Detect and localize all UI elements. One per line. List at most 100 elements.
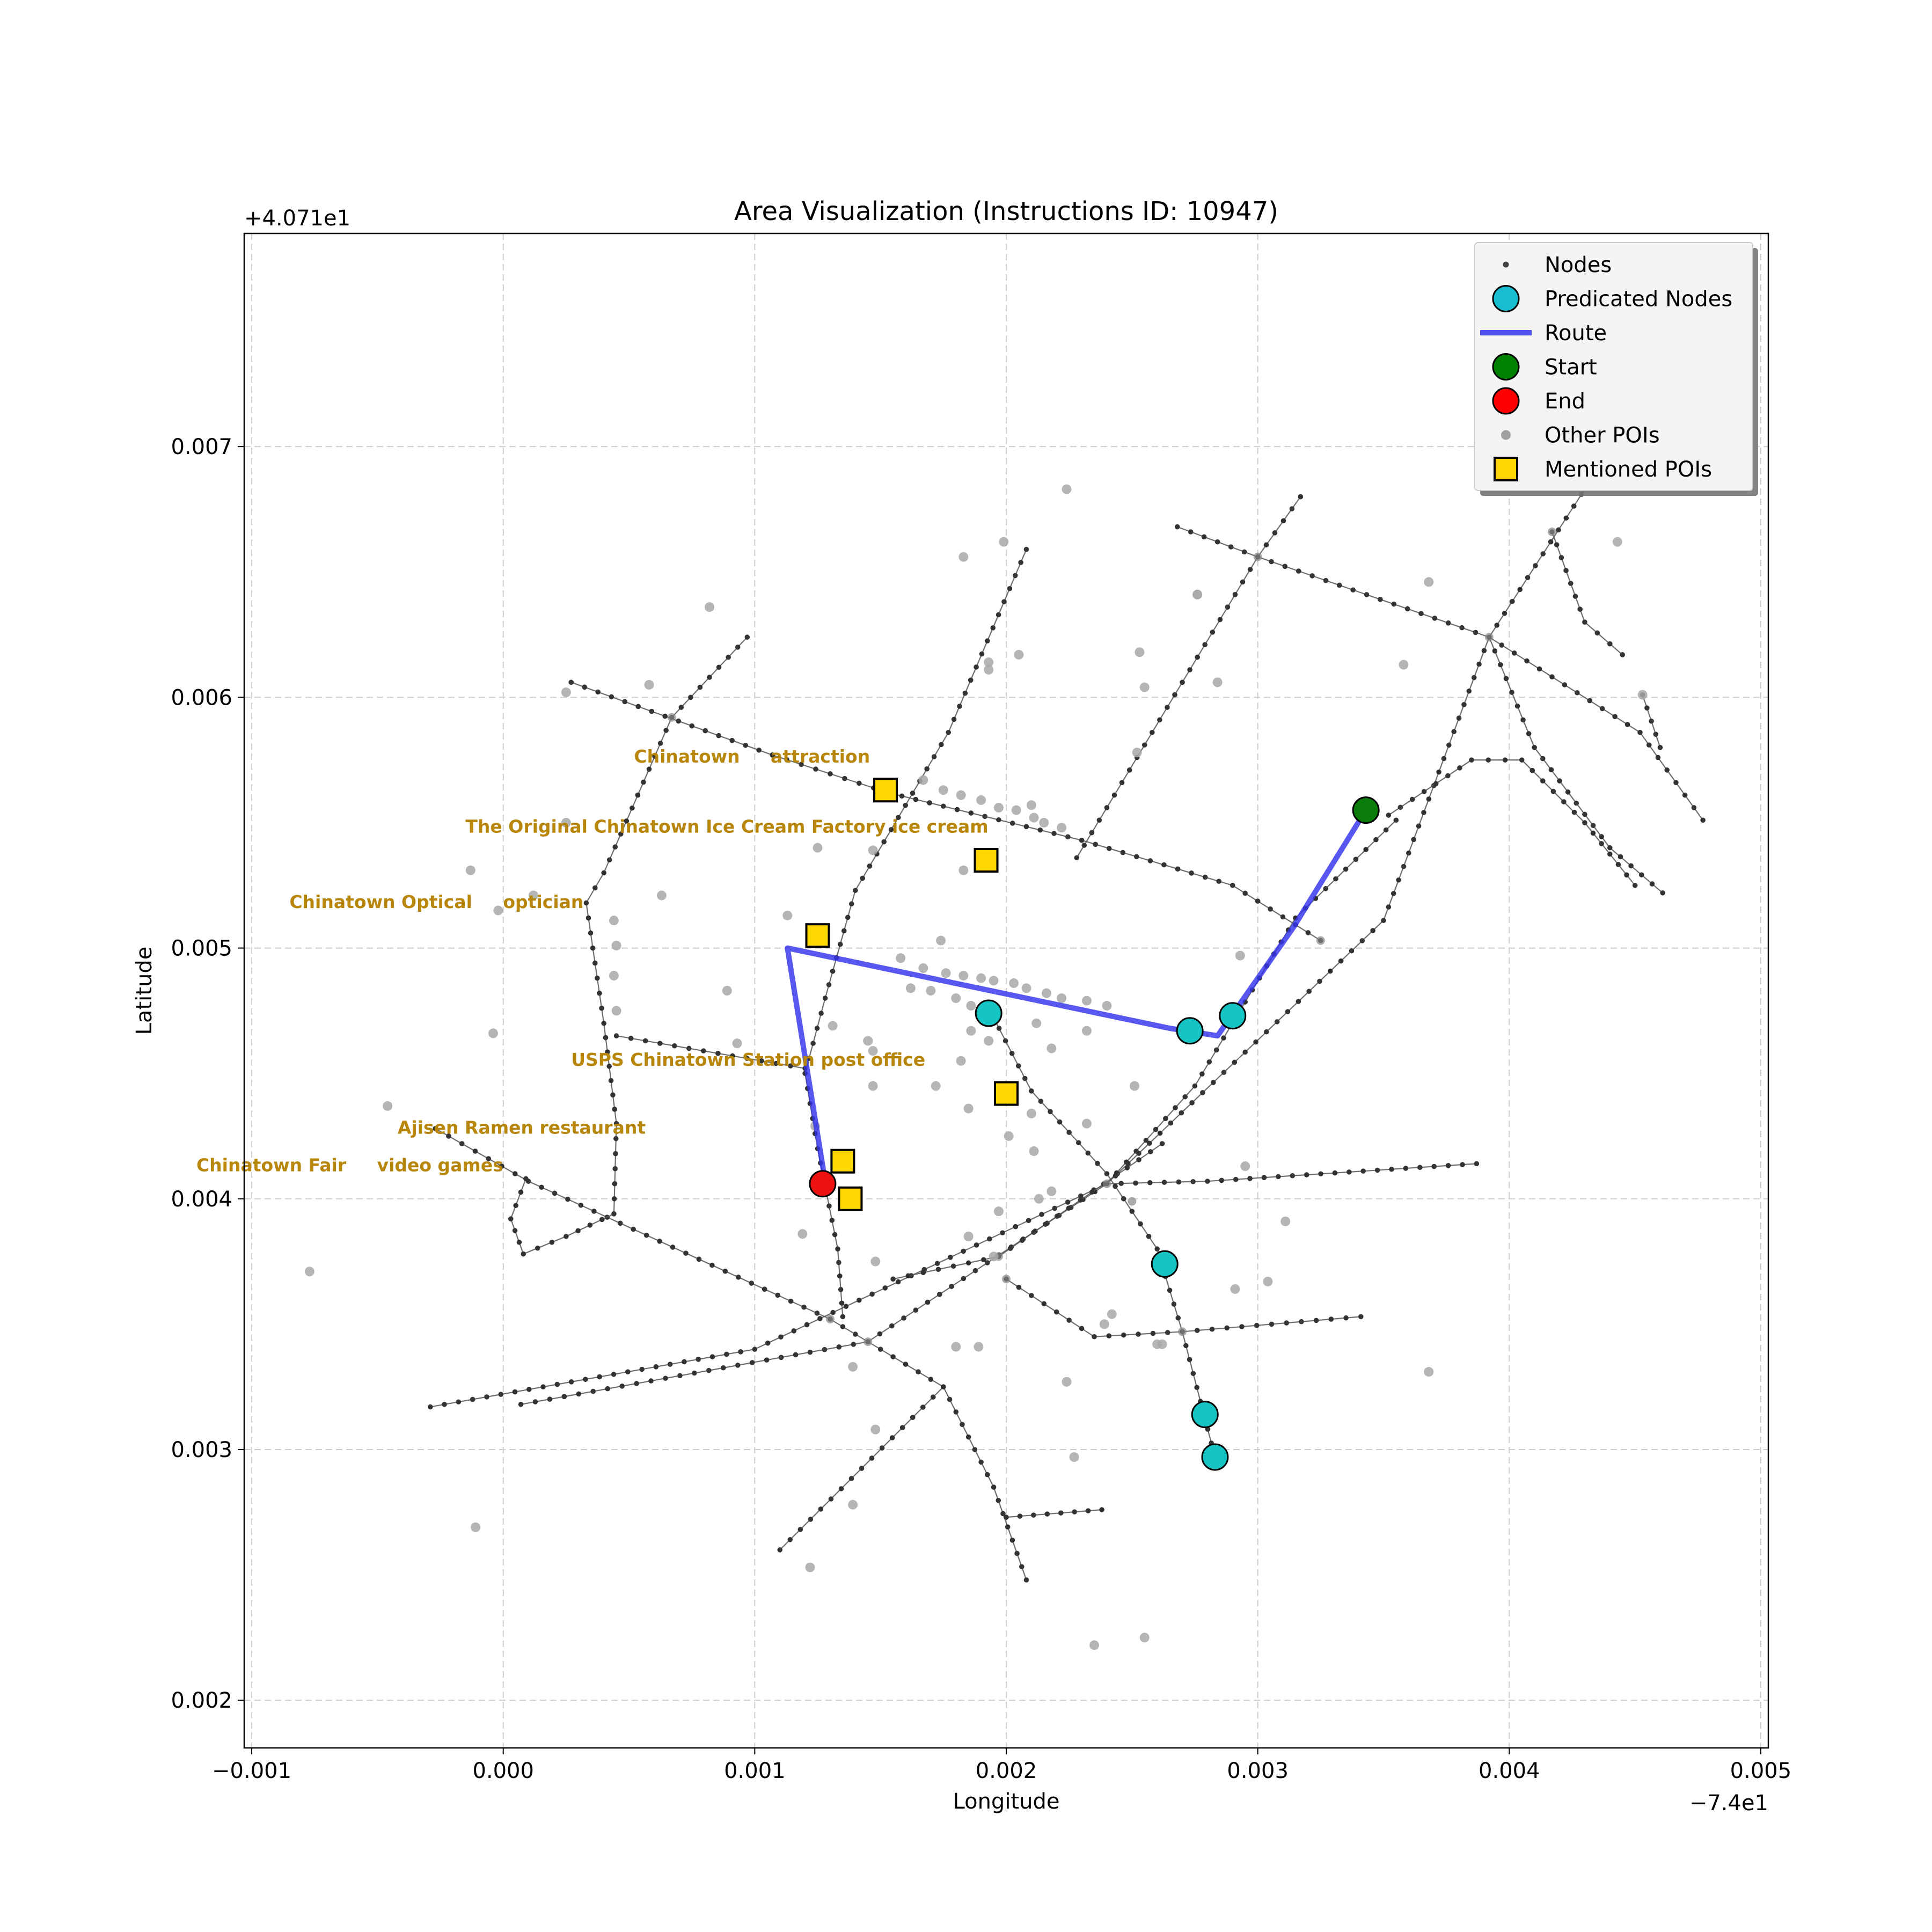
street-node <box>1620 652 1625 657</box>
street-node <box>1305 930 1311 935</box>
street-node <box>1421 789 1427 794</box>
street-node <box>1397 804 1403 810</box>
other-poi <box>956 1056 966 1066</box>
street-node <box>1157 717 1162 723</box>
street-node <box>1041 1301 1047 1307</box>
street-node <box>1089 1189 1095 1195</box>
street-node <box>859 1466 865 1471</box>
street-node <box>1383 827 1389 833</box>
street-node <box>1044 1511 1050 1517</box>
street-node <box>752 1346 758 1352</box>
street-node <box>1280 914 1286 920</box>
other-poi <box>1009 978 1019 988</box>
street-node <box>1247 567 1253 572</box>
street-node <box>532 1399 538 1404</box>
other-poi <box>1014 649 1024 660</box>
x-tick-label: 0.004 <box>1479 1759 1540 1783</box>
street-node <box>1338 958 1344 964</box>
street-node <box>1649 718 1654 724</box>
junction-node <box>863 1337 873 1346</box>
street-node <box>1007 586 1013 591</box>
street-node <box>836 1344 842 1350</box>
street-node <box>1337 582 1342 588</box>
street-node <box>1628 863 1634 869</box>
other-poi <box>1034 1194 1044 1204</box>
street-node <box>595 975 600 981</box>
street-node <box>1183 1343 1189 1349</box>
street-node <box>1274 1019 1280 1024</box>
street-node <box>612 1181 618 1187</box>
street-node <box>851 1342 857 1347</box>
street-node <box>797 1527 803 1532</box>
street-node <box>1389 1166 1394 1172</box>
street-node <box>1255 898 1261 904</box>
street-node <box>1092 1334 1097 1340</box>
street-node <box>1176 1179 1182 1185</box>
other-poi <box>976 795 986 805</box>
street-node <box>735 645 741 650</box>
street-node <box>1481 648 1487 654</box>
street-node <box>1403 1166 1409 1171</box>
street-node <box>683 1250 689 1256</box>
street-node <box>1433 781 1439 787</box>
street-node <box>853 888 858 893</box>
street-node <box>1445 620 1451 626</box>
street-node <box>1332 1170 1338 1176</box>
street-node <box>456 1399 462 1405</box>
street-node <box>830 968 836 974</box>
street-node <box>1173 1105 1178 1110</box>
street-node <box>618 831 624 837</box>
other-poi <box>1089 1640 1100 1650</box>
street-node <box>1119 780 1125 786</box>
street-node <box>765 1340 771 1346</box>
street-node <box>601 1020 606 1026</box>
street-node <box>1240 579 1246 585</box>
street-node <box>653 1364 659 1370</box>
other-poi <box>963 1103 974 1114</box>
street-node <box>1313 1318 1319 1323</box>
other-poi <box>1026 800 1036 810</box>
street-node <box>890 1276 896 1282</box>
street-node <box>1017 1513 1023 1519</box>
street-node <box>822 1346 828 1352</box>
street-node <box>1233 1176 1239 1182</box>
street-node <box>996 1026 1002 1031</box>
street-node <box>1350 587 1356 593</box>
street-node <box>1624 722 1630 727</box>
street-node <box>913 1307 919 1313</box>
street-node <box>1386 813 1392 818</box>
street-node <box>1409 796 1415 802</box>
street-node <box>624 818 630 824</box>
street-node <box>791 1328 797 1334</box>
street-node <box>1540 778 1546 784</box>
other-poi <box>1139 682 1150 692</box>
street-node <box>972 1447 978 1452</box>
street-node <box>841 928 847 934</box>
street-node <box>1136 1331 1141 1337</box>
street-node <box>1469 757 1474 763</box>
street-node <box>1441 756 1447 762</box>
street-node <box>1612 714 1618 719</box>
street-node <box>1289 506 1295 511</box>
mentioned-poi-marker <box>974 848 999 873</box>
street-node <box>603 1035 609 1041</box>
street-node <box>1411 837 1417 843</box>
street-node <box>1381 918 1386 923</box>
street-node <box>1214 539 1220 545</box>
street-node <box>837 1273 843 1279</box>
y-tick-label: 0.004 <box>171 1187 232 1212</box>
street-node <box>953 1409 959 1415</box>
predicated-node <box>1219 1002 1247 1030</box>
street-node <box>937 1292 942 1297</box>
street-node <box>592 960 598 966</box>
street-node <box>804 1322 810 1328</box>
street-node <box>1353 857 1359 862</box>
other-poi <box>926 986 936 996</box>
street-node <box>1043 1221 1048 1227</box>
street-node <box>895 1279 901 1285</box>
other-poi <box>1212 677 1223 687</box>
street-node <box>657 1239 662 1244</box>
street-node <box>1346 1169 1352 1175</box>
street-node <box>518 1402 524 1407</box>
